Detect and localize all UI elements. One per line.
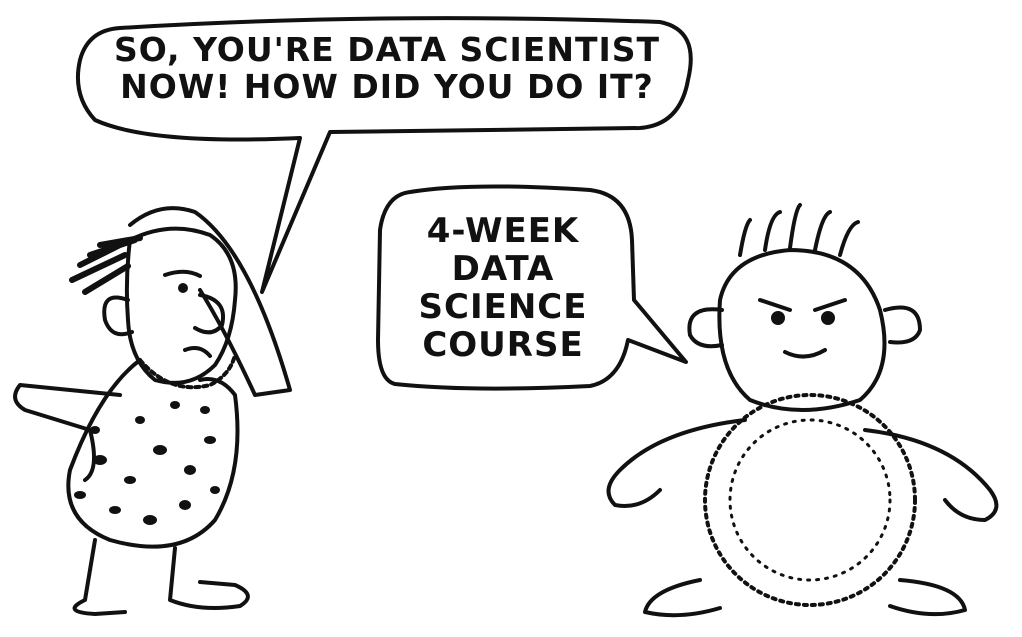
arm-left	[606, 418, 747, 508]
caveman-left	[13, 206, 292, 616]
caveman-right	[606, 203, 999, 618]
leg-left	[72, 538, 127, 616]
beard	[138, 353, 237, 390]
tunic-spots	[74, 401, 220, 525]
head	[124, 226, 238, 385]
eyebrows	[758, 298, 847, 312]
speech-right-text: 4-WEEK DATA SCIENCE COURSE	[418, 211, 588, 366]
mouth	[183, 346, 212, 358]
nose	[193, 293, 225, 335]
speech-left-text: SO, YOU'RE DATA SCIENTIST NOW! HOW DID Y…	[113, 30, 661, 106]
hip-arm	[13, 383, 122, 482]
speech-bubble-left	[75, 16, 693, 294]
foot-right	[888, 578, 967, 617]
ear	[102, 295, 134, 337]
mouth	[783, 348, 827, 359]
eye-right	[821, 311, 835, 325]
fuzzy-body	[703, 393, 917, 607]
eyebrow	[163, 269, 202, 278]
hair-tufts	[738, 203, 860, 257]
hair	[69, 235, 143, 295]
leg-right	[168, 546, 250, 610]
foot-left	[643, 578, 722, 618]
arm-right	[863, 428, 999, 522]
head	[717, 248, 887, 412]
raised-arm	[128, 206, 292, 397]
tunic	[66, 358, 240, 549]
eye-left	[771, 311, 785, 325]
ear-right	[883, 305, 922, 345]
eye	[178, 283, 188, 293]
ear-left	[687, 307, 724, 349]
speech-bubble-right	[376, 184, 688, 391]
